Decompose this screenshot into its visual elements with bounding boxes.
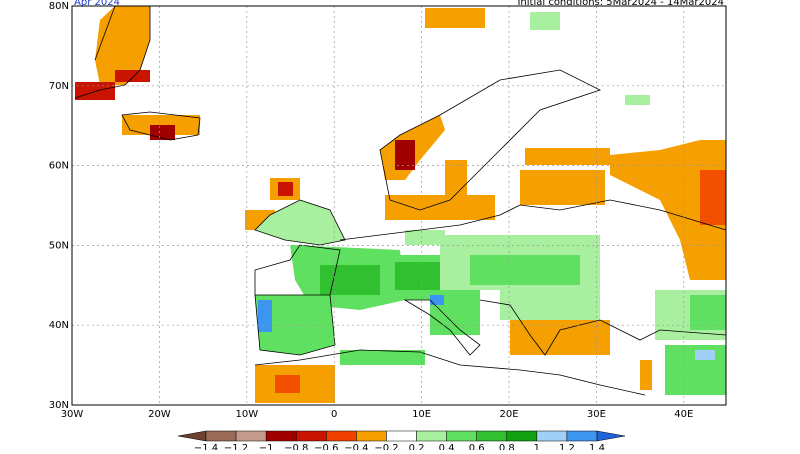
- colorbar-bin: [356, 430, 387, 442]
- title: Apr 2024: [74, 0, 120, 8]
- map-frame: [71, 5, 727, 406]
- colorbar-bin: [295, 430, 327, 442]
- colorbar-label: 1: [534, 443, 540, 450]
- colorbar-label: −1: [259, 443, 274, 450]
- lon-label: 10E: [412, 409, 431, 420]
- lon-label: 10W: [235, 409, 258, 420]
- anomaly-field: [75, 6, 726, 403]
- coastlines: [74, 5, 727, 396]
- colorbar-end: [177, 430, 207, 442]
- lon-label: 30W: [61, 409, 84, 420]
- colorbar-label: 1.4: [589, 443, 605, 450]
- lat-label: 40N: [49, 320, 69, 331]
- colorbar-label: −0.6: [314, 443, 338, 450]
- colorbar-bin: [476, 430, 508, 442]
- colorbar-bin: [446, 430, 477, 442]
- colorbar-label: 0.2: [409, 443, 425, 450]
- subtitle: Initial conditions: 5Mar2024 - 14Mar2024: [517, 0, 724, 8]
- colorbar-bin: [205, 430, 237, 442]
- lat-label: 80N: [49, 1, 69, 12]
- colorbar-label: 0.8: [499, 443, 515, 450]
- colorbar-label: −0.4: [344, 443, 368, 450]
- colorbar-label: −0.8: [284, 443, 308, 450]
- lat-label: 60N: [49, 161, 69, 172]
- lon-label: 20W: [148, 409, 171, 420]
- colorbar-bin: [536, 430, 568, 442]
- lon-label: 30E: [587, 409, 606, 420]
- colorbar-bin: [416, 430, 447, 442]
- colorbar-label: 0.4: [439, 443, 455, 450]
- lon-label: 0: [331, 409, 337, 420]
- colorbar-bin: [326, 430, 357, 442]
- colorbar-bin: [566, 430, 598, 442]
- colorbar-label: 1.2: [559, 443, 575, 450]
- graticule: [72, 6, 726, 405]
- colorbar-label: 0.6: [469, 443, 485, 450]
- lat-label: 70N: [49, 81, 69, 92]
- lat-label: 50N: [49, 240, 69, 251]
- colorbar-bin: [506, 430, 538, 442]
- colorbar-end: [596, 430, 626, 442]
- lat-label: 30N: [49, 400, 69, 411]
- colorbar-bin: [235, 430, 267, 442]
- lon-label: 40E: [674, 409, 693, 420]
- colorbar-label: −0.2: [374, 443, 398, 450]
- lon-label: 20E: [499, 409, 518, 420]
- colorbar-bin: [386, 430, 417, 442]
- colorbar: −1.4 −1.2 −1 −0.8 −0.6 −0.4 −0.2 0.2 0.4 0.6 0.8 1 1…: [177, 430, 626, 454]
- colorbar-label: −1.4: [194, 443, 218, 450]
- colorbar-bin: [265, 430, 297, 442]
- colorbar-label: −1.2: [224, 443, 248, 450]
